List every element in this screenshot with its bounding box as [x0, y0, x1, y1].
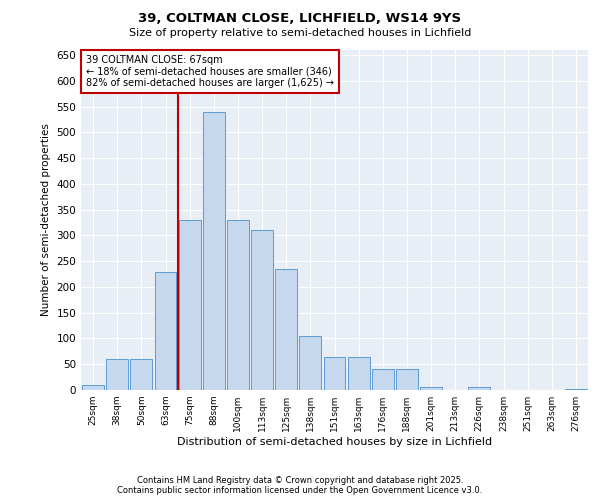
- Text: Contains HM Land Registry data © Crown copyright and database right 2025.: Contains HM Land Registry data © Crown c…: [137, 476, 463, 485]
- Bar: [203, 112, 224, 390]
- Bar: [275, 269, 297, 390]
- Bar: [106, 359, 128, 390]
- Bar: [130, 359, 152, 390]
- Bar: [420, 388, 442, 390]
- Y-axis label: Number of semi-detached properties: Number of semi-detached properties: [41, 124, 51, 316]
- Bar: [348, 356, 370, 390]
- Bar: [251, 230, 273, 390]
- Bar: [469, 388, 490, 390]
- Text: Size of property relative to semi-detached houses in Lichfield: Size of property relative to semi-detach…: [129, 28, 471, 38]
- Bar: [323, 356, 346, 390]
- Bar: [372, 370, 394, 390]
- Bar: [565, 389, 587, 390]
- Text: 39, COLTMAN CLOSE, LICHFIELD, WS14 9YS: 39, COLTMAN CLOSE, LICHFIELD, WS14 9YS: [139, 12, 461, 26]
- Bar: [82, 385, 104, 390]
- Bar: [396, 370, 418, 390]
- Bar: [179, 220, 200, 390]
- Text: Contains public sector information licensed under the Open Government Licence v3: Contains public sector information licen…: [118, 486, 482, 495]
- Text: 39 COLTMAN CLOSE: 67sqm
← 18% of semi-detached houses are smaller (346)
82% of s: 39 COLTMAN CLOSE: 67sqm ← 18% of semi-de…: [86, 55, 334, 88]
- X-axis label: Distribution of semi-detached houses by size in Lichfield: Distribution of semi-detached houses by …: [177, 437, 492, 447]
- Bar: [299, 336, 321, 390]
- Bar: [155, 272, 176, 390]
- Bar: [227, 220, 249, 390]
